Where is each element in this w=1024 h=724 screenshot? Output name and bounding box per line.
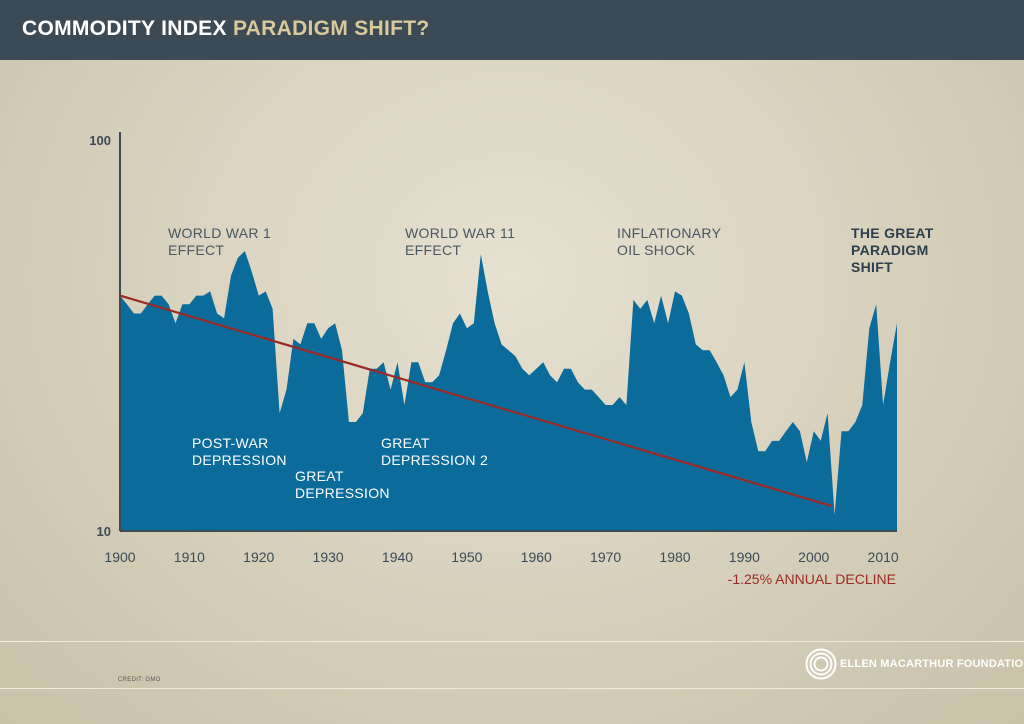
annotation-label: EFFECT (405, 242, 461, 258)
x-tick-label: 1990 (729, 549, 760, 565)
footer-divider-bottom (0, 688, 1024, 689)
annotation-label: WORLD WAR 11 (405, 225, 515, 241)
x-tick-label: 1980 (659, 549, 690, 565)
x-tick-label: 2000 (798, 549, 829, 565)
annotation-label: DEPRESSION 2 (381, 452, 488, 468)
trend-line (119, 294, 832, 507)
annotation-label: SHIFT (851, 259, 893, 275)
annotation-label: DEPRESSION (295, 485, 390, 501)
annotation-label: INFLATIONARY (617, 225, 722, 241)
title-main: COMMODITY INDEX (22, 17, 227, 40)
trend-label: -1.25% ANNUAL DECLINE (728, 571, 896, 587)
y-tick-label: 10 (97, 524, 111, 539)
x-tick-label: 1970 (590, 549, 621, 565)
annotation-label: EFFECT (168, 242, 224, 258)
credit-text: CREDIT: GMO (118, 677, 161, 683)
annotation-label: POST-WAR (192, 435, 269, 451)
title-accent: PARADIGM SHIFT? (232, 17, 430, 40)
annotation-label: DEPRESSION (192, 452, 287, 468)
annotation-label: GREAT (295, 468, 344, 484)
foundation-logo-icon (805, 648, 837, 680)
y-tick-label: 100 (89, 133, 111, 148)
x-tick-label: 1920 (243, 549, 274, 565)
header-bar: COMMODITY INDEX PARADIGM SHIFT? (0, 0, 1024, 60)
area-series (120, 251, 897, 531)
annotation-label: THE GREAT (851, 225, 934, 241)
x-tick-label: 1900 (104, 549, 135, 565)
x-tick-label: 2010 (868, 549, 899, 565)
x-tick-label: 1960 (521, 549, 552, 565)
annotation-label: GREAT (381, 435, 430, 451)
foundation-name: ELLEN MACARTHUR FOUNDATION (840, 658, 1024, 670)
x-tick-label: 1950 (451, 549, 482, 565)
x-tick-label: 1910 (174, 549, 205, 565)
footer-divider-top (0, 641, 1024, 642)
page-title: COMMODITY INDEX PARADIGM SHIFT? (22, 17, 430, 41)
annotation-label: WORLD WAR 1 (168, 225, 271, 241)
x-tick-label: 1930 (313, 549, 344, 565)
annotation-label: OIL SHOCK (617, 242, 696, 258)
x-tick-label: 1940 (382, 549, 413, 565)
annotation-label: PARADIGM (851, 242, 929, 258)
